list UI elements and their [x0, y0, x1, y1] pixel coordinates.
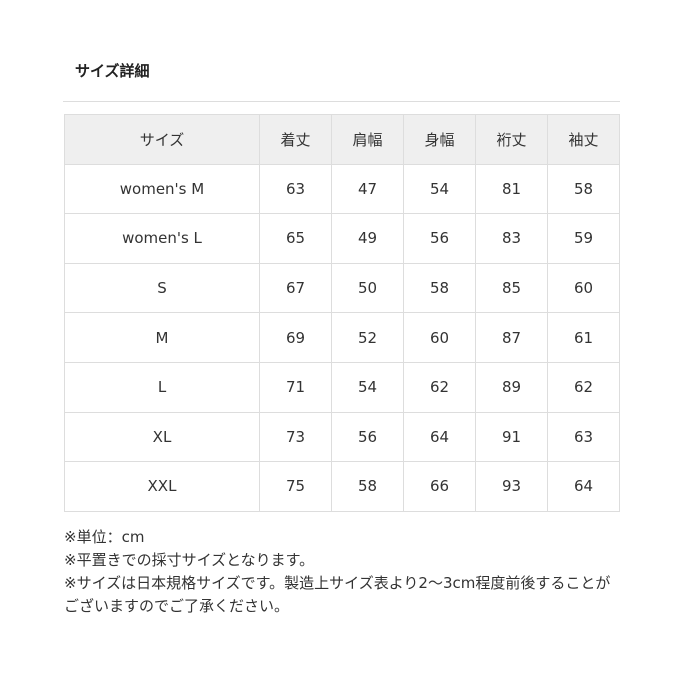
table-row: XXL 75 58 66 93 64	[64, 461, 620, 512]
measurement-cell: 63	[259, 163, 332, 215]
measurement-cell: 69	[259, 312, 332, 363]
measurement-cell: 47	[331, 163, 404, 215]
measurement-cell: 58	[403, 262, 476, 314]
measurement-cell: 60	[547, 262, 620, 314]
size-cell: XL	[64, 411, 260, 463]
measurement-cell: 91	[475, 411, 548, 463]
measurement-cell: 58	[547, 163, 620, 215]
measurement-cell: 60	[403, 312, 476, 363]
measurement-cell: 50	[331, 262, 404, 314]
notes: ※単位：cm ※平置きでの採寸サイズとなります。 ※サイズは日本規格サイズです。…	[64, 526, 624, 618]
measurement-cell: 83	[475, 213, 548, 264]
measurement-cell: 62	[547, 361, 620, 413]
measurement-cell: 62	[403, 361, 476, 413]
table-row: XL 73 56 64 91 63	[64, 411, 620, 463]
note-unit: ※単位：cm	[64, 528, 145, 546]
measurement-cell: 89	[475, 361, 548, 413]
note-disclaimer: ※サイズは日本規格サイズです。製造上サイズ表より2〜3cm程度前後することがござ…	[64, 574, 611, 615]
measurement-cell: 85	[475, 262, 548, 314]
measurement-cell: 71	[259, 361, 332, 413]
measurement-cell: 59	[547, 213, 620, 264]
measurement-cell: 56	[403, 213, 476, 264]
measurement-cell: 73	[259, 411, 332, 463]
measurement-cell: 64	[547, 461, 620, 512]
size-cell: women's L	[64, 213, 260, 264]
table-row: M 69 52 60 87 61	[64, 312, 620, 363]
measurement-cell: 56	[331, 411, 404, 463]
table-row: women's M 63 47 54 81 58	[64, 163, 620, 215]
size-cell: S	[64, 262, 260, 314]
size-cell: women's M	[64, 163, 260, 215]
column-header: 袖丈	[547, 114, 620, 165]
measurement-cell: 49	[331, 213, 404, 264]
measurement-cell: 75	[259, 461, 332, 512]
table-row: L 71 54 62 89 62	[64, 361, 620, 413]
measurement-cell: 64	[403, 411, 476, 463]
column-header: サイズ	[64, 114, 260, 165]
column-header: 着丈	[259, 114, 332, 165]
size-cell: M	[64, 312, 260, 363]
measurement-cell: 93	[475, 461, 548, 512]
column-header: 肩幅	[331, 114, 404, 165]
size-cell: L	[64, 361, 260, 413]
measurement-cell: 63	[547, 411, 620, 463]
column-header: 裄丈	[475, 114, 548, 165]
measurement-cell: 58	[331, 461, 404, 512]
table-row: S 67 50 58 85 60	[64, 262, 620, 314]
table-header-row: サイズ 着丈 肩幅 身幅 裄丈 袖丈	[64, 114, 620, 165]
measurement-cell: 52	[331, 312, 404, 363]
measurement-cell: 66	[403, 461, 476, 512]
divider	[63, 101, 620, 102]
note-measurement: ※平置きでの採寸サイズとなります。	[64, 551, 315, 569]
column-header: 身幅	[403, 114, 476, 165]
measurement-cell: 65	[259, 213, 332, 264]
measurement-cell: 87	[475, 312, 548, 363]
measurement-cell: 81	[475, 163, 548, 215]
measurement-cell: 54	[331, 361, 404, 413]
page-title: サイズ詳細	[75, 62, 150, 80]
measurement-cell: 67	[259, 262, 332, 314]
size-cell: XXL	[64, 461, 260, 512]
measurement-cell: 61	[547, 312, 620, 363]
table-row: women's L 65 49 56 83 59	[64, 213, 620, 264]
measurement-cell: 54	[403, 163, 476, 215]
size-table: サイズ 着丈 肩幅 身幅 裄丈 袖丈 women's M 63 47 54 81 58 women's…	[64, 114, 620, 512]
